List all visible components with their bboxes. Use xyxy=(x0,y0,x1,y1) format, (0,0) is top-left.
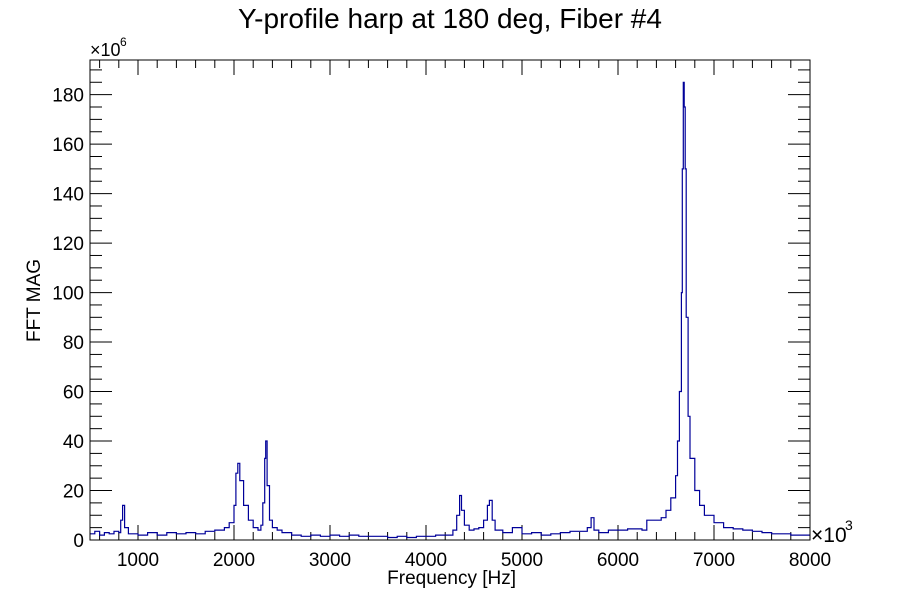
y-multiplier: ×10 6 xyxy=(90,35,127,60)
y-tick-label: 100 xyxy=(52,284,84,305)
x-tick-label: 7000 xyxy=(693,550,735,571)
y-tick-label: 40 xyxy=(63,432,84,453)
y-tick-label: 0 xyxy=(73,531,84,552)
x-tick-label: 3000 xyxy=(309,550,351,571)
y-axis-label: FFT MAG xyxy=(24,259,45,342)
y-tick-label: 180 xyxy=(52,86,84,107)
x-tick-label: 4000 xyxy=(405,550,447,571)
plot-frame xyxy=(89,59,811,541)
x-multiplier-base: ×10 xyxy=(811,524,847,547)
y-multiplier-base: ×10 xyxy=(90,40,121,60)
x-tick-label: 2000 xyxy=(213,550,255,571)
y-tick-label: 60 xyxy=(63,383,84,404)
y-tick-label: 20 xyxy=(63,482,84,503)
axis-ticks xyxy=(90,60,811,541)
x-tick-label: 1000 xyxy=(117,550,159,571)
x-tick-label: 5000 xyxy=(501,550,543,571)
chart-title: Y-profile harp at 180 deg, Fiber #4 xyxy=(238,3,662,34)
x-multiplier-exp: 3 xyxy=(845,517,853,533)
y-multiplier-exp: 6 xyxy=(120,35,127,49)
x-tick-label: 8000 xyxy=(789,550,831,571)
y-tick-label: 140 xyxy=(52,185,84,206)
y-tick-label: 120 xyxy=(52,234,84,255)
x-multiplier: ×10 3 xyxy=(811,517,853,547)
x-axis-label: Frequency [Hz] xyxy=(387,568,516,589)
x-tick-label: 6000 xyxy=(597,550,639,571)
y-tick-label: 160 xyxy=(52,135,84,156)
axis-tick-labels: 1000 2000 3000 4000 5000 6000 7000 8000 0 20 40 60 8… xyxy=(52,86,831,571)
spectrum-trace xyxy=(90,81,810,539)
y-tick-label: 80 xyxy=(63,333,84,354)
